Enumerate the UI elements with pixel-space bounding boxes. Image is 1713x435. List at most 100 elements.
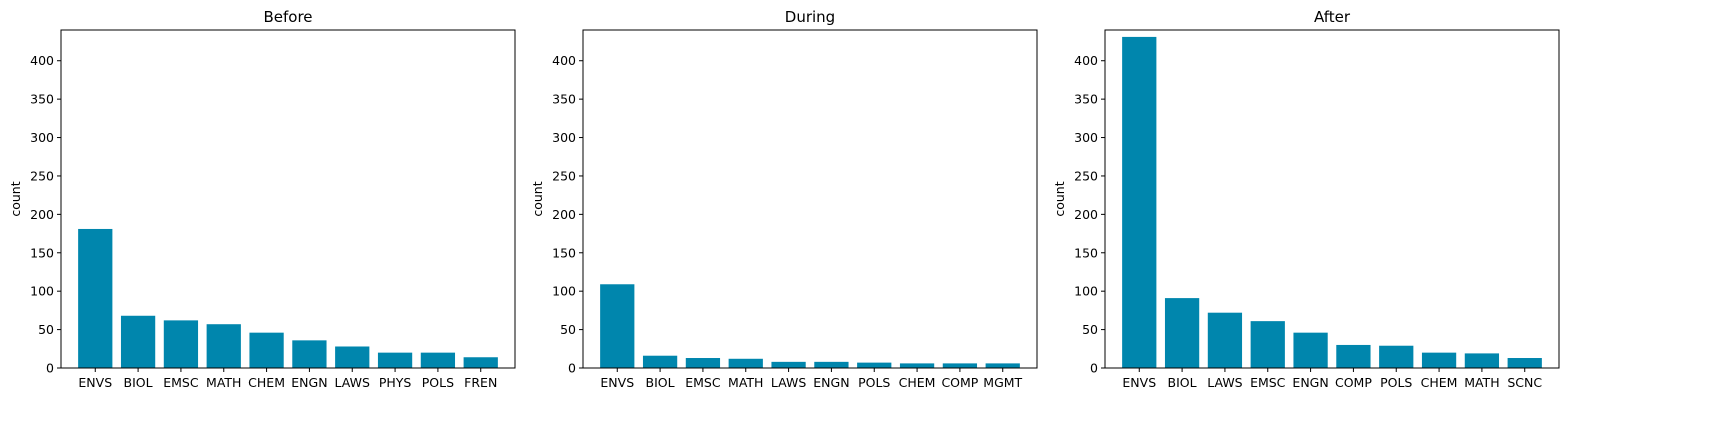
chart-title: During xyxy=(785,8,835,26)
bar-laws xyxy=(1207,312,1243,368)
x-tick-label: ENGN xyxy=(1292,375,1328,390)
subplot-3: 0 50 100 150 200 250 300 350 400 ENVS BIOL LAWS EMSC… xyxy=(1052,8,1560,390)
bar-engn xyxy=(1293,332,1328,368)
x-tick-label: SCNC xyxy=(1507,375,1542,390)
y-tick-label: 0 xyxy=(1090,361,1098,376)
y-tick-label: 150 xyxy=(1074,245,1098,260)
axes-frame xyxy=(582,29,1038,369)
y-axis-label: count xyxy=(530,181,545,216)
y-tick-label: 300 xyxy=(1074,130,1098,145)
y-axis-label: count xyxy=(8,181,23,216)
x-tick-label: BIOL xyxy=(1168,375,1197,390)
x-tick-label: EMSC xyxy=(163,375,199,390)
y-tick-label: 400 xyxy=(552,53,576,68)
bar-phys xyxy=(377,352,413,368)
x-tick-label: POLS xyxy=(422,375,454,390)
bar-pols xyxy=(1379,345,1414,368)
x-tick-label: PHYS xyxy=(379,375,412,390)
bar-comp xyxy=(942,363,978,368)
bar-biol xyxy=(1164,298,1200,368)
y-tick-label: 350 xyxy=(30,92,54,107)
bar-biol xyxy=(120,315,156,368)
x-tick-label: BIOL xyxy=(646,375,675,390)
bar-biol xyxy=(642,355,678,368)
y-tick-label: 150 xyxy=(30,245,54,260)
y-tick-label: 350 xyxy=(1074,92,1098,107)
x-tick-label: LAWS xyxy=(335,375,370,390)
x-tick-label: ENGN xyxy=(291,375,327,390)
x-tick-label: COMP xyxy=(941,375,978,390)
x-tick-label: CHEM xyxy=(899,375,936,390)
bar-envs xyxy=(600,284,635,368)
y-tick-label: 300 xyxy=(552,130,576,145)
y-tick-label: 50 xyxy=(560,322,576,337)
y-tick-label: 0 xyxy=(46,361,54,376)
bar-math xyxy=(728,358,763,368)
bar-pols xyxy=(420,352,456,368)
bar-emsc xyxy=(685,358,721,368)
y-tick-label: 250 xyxy=(30,168,54,183)
y-tick-label: 400 xyxy=(1074,53,1098,68)
y-axis-label: count xyxy=(1052,181,1067,216)
y-tick-label: 50 xyxy=(38,322,54,337)
bar-envs xyxy=(1122,36,1157,368)
bar-pols xyxy=(857,362,892,368)
bar-emsc xyxy=(1250,321,1285,368)
x-tick-label: MATH xyxy=(1464,375,1499,390)
bar-laws xyxy=(335,346,370,368)
x-tick-label: POLS xyxy=(1380,375,1412,390)
y-tick-label: 200 xyxy=(30,207,54,222)
x-tick-label: COMP xyxy=(1335,375,1372,390)
x-tick-label: FREN xyxy=(464,375,497,390)
x-tick-label: MATH xyxy=(206,375,241,390)
bar-chem xyxy=(249,332,284,368)
bar-engn xyxy=(814,361,849,368)
y-tick-label: 350 xyxy=(552,92,576,107)
y-tick-label: 100 xyxy=(30,284,54,299)
bar-mgmt xyxy=(985,363,1020,368)
bar-math xyxy=(1464,353,1500,368)
x-tick-label: POLS xyxy=(858,375,890,390)
y-tick-label: 100 xyxy=(552,284,576,299)
bar-laws xyxy=(771,361,806,368)
y-tick-label: 150 xyxy=(552,245,576,260)
chart-title: After xyxy=(1314,8,1351,26)
x-tick-label: ENGN xyxy=(813,375,849,390)
y-tick-label: 300 xyxy=(30,130,54,145)
chart-title: Before xyxy=(263,8,312,26)
bar-emsc xyxy=(163,320,199,368)
x-tick-label: MATH xyxy=(728,375,763,390)
y-tick-label: 250 xyxy=(1074,168,1098,183)
y-tick-label: 400 xyxy=(30,53,54,68)
y-tick-label: 200 xyxy=(1074,207,1098,222)
bar-math xyxy=(206,324,241,368)
bar-comp xyxy=(1336,344,1371,368)
bar-envs xyxy=(78,228,113,368)
subplot-2: 0 50 100 150 200 250 300 350 400 ENVS BIOL EMSC MATH… xyxy=(530,8,1038,390)
y-tick-label: 50 xyxy=(1082,322,1098,337)
x-tick-label: LAWS xyxy=(771,375,806,390)
bar-chem xyxy=(899,363,935,368)
x-tick-label: ENVS xyxy=(1122,375,1156,390)
x-tick-label: MGMT xyxy=(983,375,1022,390)
bar-fren xyxy=(463,357,498,368)
x-tick-label: BIOL xyxy=(124,375,153,390)
y-tick-label: 0 xyxy=(568,361,576,376)
x-tick-label: CHEM xyxy=(1421,375,1458,390)
x-tick-label: EMSC xyxy=(685,375,721,390)
x-tick-label: ENVS xyxy=(78,375,112,390)
y-tick-label: 250 xyxy=(552,168,576,183)
bar-engn xyxy=(292,340,327,368)
x-tick-label: LAWS xyxy=(1207,375,1242,390)
x-tick-label: CHEM xyxy=(248,375,285,390)
y-tick-label: 200 xyxy=(552,207,576,222)
axes-frame xyxy=(60,29,516,369)
x-tick-label: EMSC xyxy=(1250,375,1286,390)
subplot-1: 0 50 100 150 200 250 300 350 400 ENVS BIOL EMSC MATH… xyxy=(8,8,516,390)
y-tick-label: 100 xyxy=(1074,284,1098,299)
bar-scnc xyxy=(1507,358,1542,368)
axes-frame xyxy=(1104,29,1560,369)
bar-chem xyxy=(1421,352,1457,368)
x-tick-label: ENVS xyxy=(600,375,634,390)
